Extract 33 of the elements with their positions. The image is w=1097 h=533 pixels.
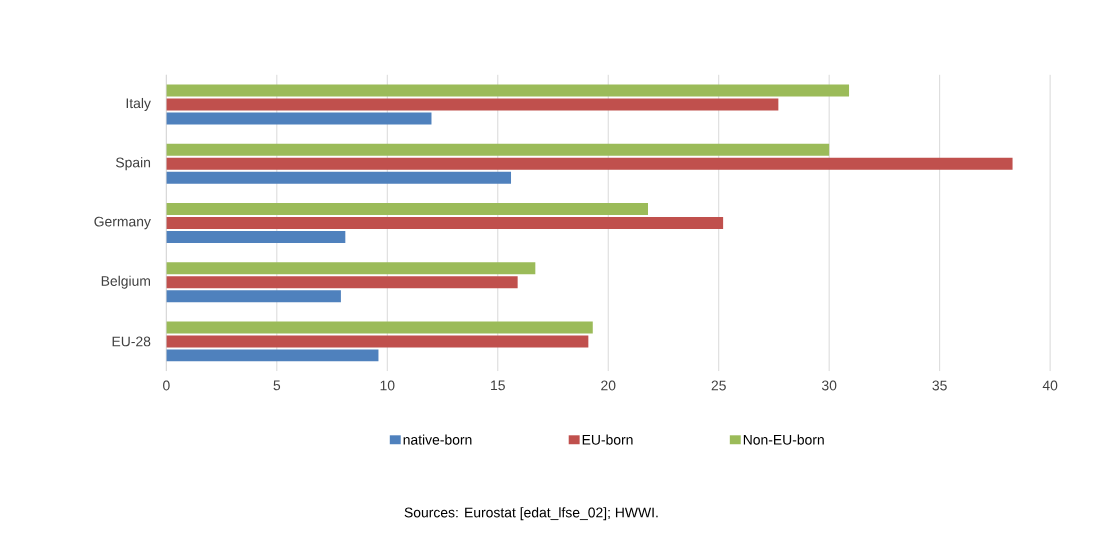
x-tick-label: 10 xyxy=(380,380,395,391)
bar xyxy=(166,349,379,362)
bar xyxy=(166,321,593,334)
bar xyxy=(166,276,518,289)
x-tick-label: 5 xyxy=(273,380,281,391)
bar xyxy=(166,335,589,348)
bar xyxy=(166,143,830,156)
bar xyxy=(166,262,536,275)
x-tick-label: 0 xyxy=(163,380,170,391)
bar xyxy=(166,217,724,230)
bar xyxy=(166,157,1013,170)
y-tick-label: Italy xyxy=(126,98,151,112)
legend-label: Non-EU-born xyxy=(743,434,824,445)
x-tick-label: 20 xyxy=(601,380,616,391)
bar xyxy=(166,112,432,125)
bar xyxy=(166,290,341,303)
y-tick-label: Spain xyxy=(115,157,151,171)
bar xyxy=(166,84,850,97)
y-tick-label: Germany xyxy=(94,216,151,230)
bar xyxy=(166,171,512,184)
x-tick-label: 35 xyxy=(932,380,947,391)
x-tick-label: 25 xyxy=(711,380,726,391)
x-tick-label: 40 xyxy=(1042,380,1058,391)
y-tick-label: Belgium xyxy=(101,275,150,289)
x-tick-label: 15 xyxy=(491,380,505,391)
y-tick-label: EU-28 xyxy=(112,336,151,347)
x-tick-label: 30 xyxy=(821,380,837,391)
bar xyxy=(166,98,779,111)
bar xyxy=(166,231,346,244)
legend-label: native-born xyxy=(403,434,472,445)
source-note: Sources: Eurostat [edat_lfse_02]; HWWI. xyxy=(404,507,658,521)
bar xyxy=(166,203,649,216)
legend-label: EU-born xyxy=(582,434,633,445)
